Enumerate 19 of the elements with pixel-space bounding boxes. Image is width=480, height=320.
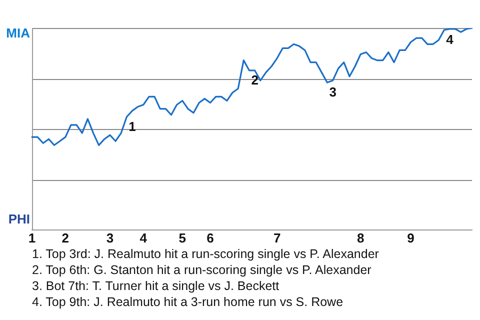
text: 2. Top 6th: G. Stanton hit a run-scoring single vs P. Alexander	[32, 262, 372, 278]
annotation: 2	[251, 72, 258, 88]
text: 3. Bot 7th: T. Turner hit a single vs J. Beckett	[32, 278, 280, 294]
x-tick-label: 7	[273, 230, 281, 246]
x-tick-label: 3	[106, 230, 114, 246]
x-tick-label: 2	[62, 230, 70, 246]
x-tick-label: 4	[140, 230, 148, 246]
text: 1. Top 3rd: J. Realmuto hit a run-scoring single vs P. Alexander	[32, 246, 380, 262]
x-tick-label: 8	[356, 230, 364, 246]
annotation: 3	[329, 84, 336, 100]
annotation: 1	[128, 118, 136, 134]
annotation: 4	[446, 32, 454, 48]
text: MIA	[6, 26, 31, 41]
x-tick-label: 6	[206, 230, 214, 246]
x-tick-label: 5	[178, 230, 186, 246]
x-tick-label: 9	[407, 230, 414, 246]
x-tick-label: 1	[28, 230, 36, 246]
text: 4. Top 9th: J. Realmuto hit a 3-run home run vs S. Rowe	[32, 294, 344, 310]
text: PHI	[8, 212, 30, 227]
